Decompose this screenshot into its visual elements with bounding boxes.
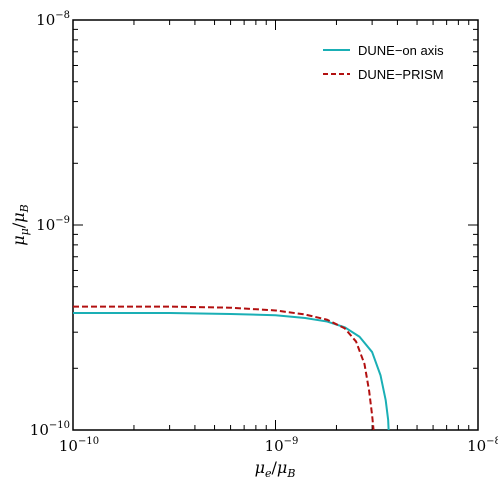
series-line-1 bbox=[73, 305, 375, 431]
legend: DUNE−on axis DUNE−PRISM bbox=[323, 43, 444, 82]
x-tick-label: 10−8 bbox=[467, 436, 498, 455]
y-axis-title: μμ/μB bbox=[9, 204, 31, 245]
legend-label-prism: DUNE−PRISM bbox=[358, 67, 444, 82]
legend-label-on-axis: DUNE−on axis bbox=[358, 43, 444, 58]
x-axis-title: μe/μB bbox=[255, 458, 296, 480]
x-tick-label: 10−10 bbox=[59, 436, 99, 455]
x-tick-labels: 10−10 10−9 10−8 bbox=[59, 436, 498, 455]
y-tick-labels: 10−10 10−9 10−8 bbox=[30, 10, 70, 439]
y-tick-label: 10−8 bbox=[36, 10, 70, 29]
series-line-0 bbox=[73, 312, 390, 431]
x-tick-label: 10−9 bbox=[265, 436, 299, 455]
tick-marks bbox=[72, 20, 478, 431]
series-lines bbox=[73, 305, 390, 431]
y-tick-label: 10−9 bbox=[36, 215, 70, 234]
y-tick-label: 10−10 bbox=[30, 420, 70, 439]
